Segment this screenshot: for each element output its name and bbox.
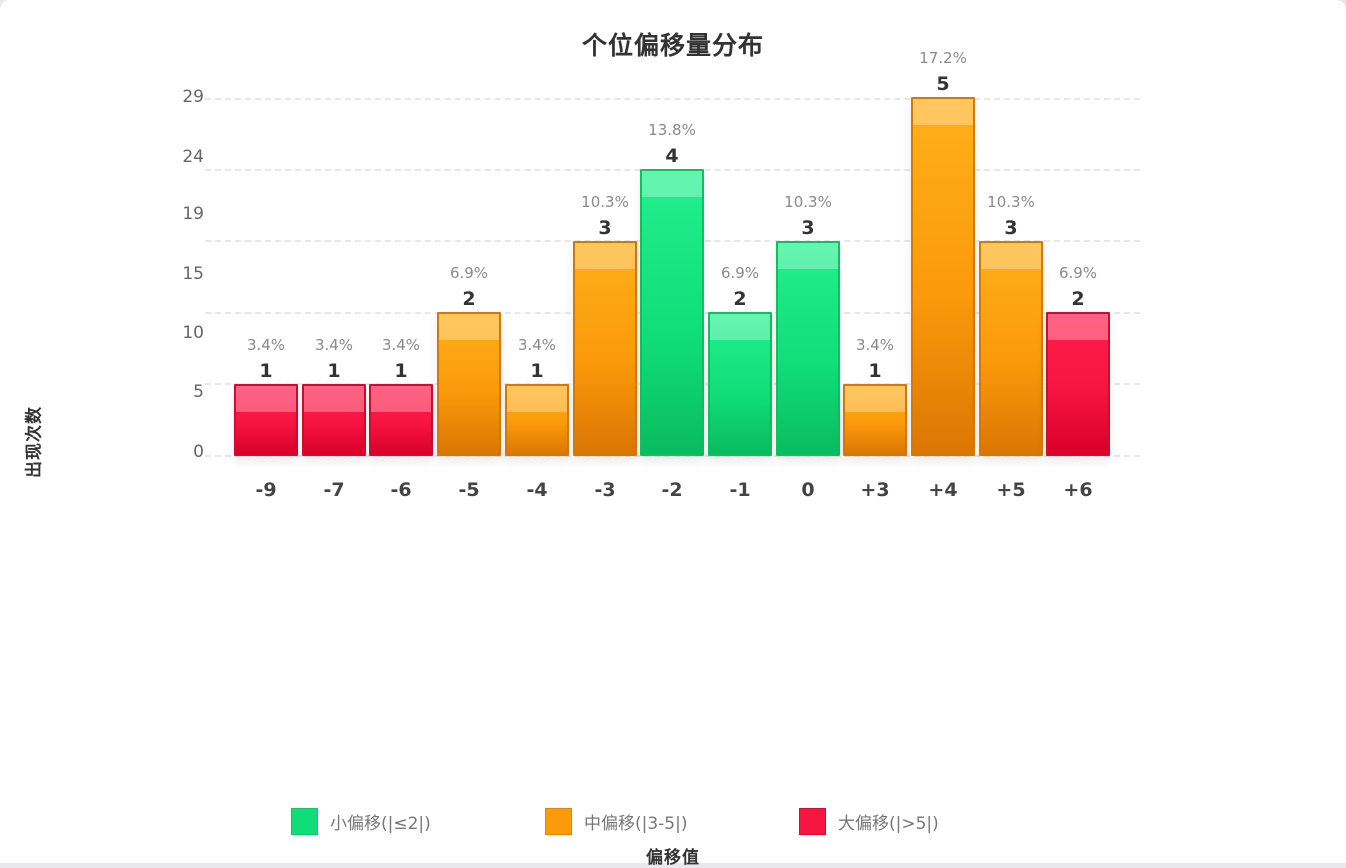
x-tick-label: -5 [458, 479, 480, 501]
x-tick-label: +3 [860, 479, 890, 501]
bar-percent-label: 6.9% [449, 264, 489, 282]
x-axis-title: 偏移值 [646, 848, 700, 868]
bar-count-label: 2 [733, 288, 747, 310]
bar-count-label: 1 [530, 360, 544, 382]
bar-percent-label: 10.3% [987, 193, 1035, 211]
bar-+4[interactable] [911, 97, 975, 456]
y-axis-title: 出现次数 [24, 406, 45, 478]
bar-count-label: 1 [868, 360, 882, 382]
bar-+6[interactable] [1046, 312, 1110, 456]
x-tick-label: -3 [594, 479, 616, 501]
x-tick-label: -6 [390, 479, 412, 501]
bar-count-label: 2 [462, 288, 476, 310]
legend-label: 大偏移(|>5|) [838, 813, 939, 834]
bar-highlight [778, 243, 838, 269]
bar-+5[interactable] [979, 241, 1043, 456]
bar-highlight [845, 386, 905, 412]
bar--1[interactable] [708, 312, 772, 456]
y-tick-label: 29 [182, 87, 204, 107]
bar--6[interactable] [369, 384, 433, 456]
bar-highlight [236, 386, 296, 412]
bar-highlight [913, 99, 973, 125]
legend-label: 小偏移(|≤2|) [330, 813, 431, 834]
legend-label: 中偏移(|3-5|) [584, 813, 688, 834]
bar-count-label: 3 [801, 217, 815, 239]
bar-percent-label: 6.9% [720, 264, 760, 282]
y-tick-label: 24 [182, 147, 204, 167]
x-tick-label: -1 [729, 479, 751, 501]
bar-highlight [1048, 314, 1108, 340]
y-tick-label: 15 [182, 264, 204, 284]
y-tick-label: 10 [182, 323, 204, 343]
bar-highlight [371, 386, 431, 412]
x-tick-label: +5 [996, 479, 1026, 501]
x-tick-label: -7 [323, 479, 345, 501]
bar-highlight [575, 243, 635, 269]
legend-swatch-orange [545, 807, 572, 835]
legend-item-large[interactable]: 大偏移(|>5|) [799, 806, 939, 836]
bar-count-label: 1 [327, 360, 341, 382]
bar-+3[interactable] [843, 384, 907, 456]
x-tick-label: -2 [661, 479, 683, 501]
chart-title: 个位偏移量分布 [581, 31, 764, 60]
bar-percent-label: 10.3% [581, 193, 629, 211]
bar-highlight [981, 243, 1041, 269]
bar-highlight [507, 386, 567, 412]
bar-percent-label: 3.4% [246, 336, 286, 354]
x-tick-label: +6 [1063, 479, 1093, 501]
bar-count-label: 3 [598, 217, 612, 239]
x-tick-label: +4 [928, 479, 958, 501]
y-tick-label: 0 [193, 442, 204, 462]
bar-percent-label: 6.9% [1058, 264, 1098, 282]
bar-percent-label: 3.4% [517, 336, 557, 354]
bar-percent-label: 17.2% [919, 49, 967, 67]
legend: 小偏移(|≤2|) 中偏移(|3-5|) 大偏移(|>5|) [0, 806, 1346, 836]
x-tick-label: -9 [255, 479, 277, 501]
y-tick-label: 5 [193, 382, 204, 402]
legend-swatch-green [291, 807, 318, 835]
x-tick-label: -4 [526, 479, 548, 501]
bar-count-label: 1 [394, 360, 408, 382]
legend-swatch-red [799, 807, 826, 835]
bar-percent-label: 3.4% [314, 336, 354, 354]
bar-0[interactable] [776, 241, 840, 456]
bar--7[interactable] [302, 384, 366, 456]
bar--3[interactable] [573, 241, 637, 456]
bar-count-label: 5 [936, 73, 950, 95]
bar--4[interactable] [505, 384, 569, 456]
bar-highlight [710, 314, 770, 340]
bar-count-label: 3 [1004, 217, 1018, 239]
gridline [205, 455, 1140, 457]
bar-highlight [304, 386, 364, 412]
legend-item-medium[interactable]: 中偏移(|3-5|) [545, 806, 688, 836]
legend-item-small[interactable]: 小偏移(|≤2|) [291, 806, 431, 836]
bar-percent-label: 3.4% [855, 336, 895, 354]
bar-count-label: 2 [1071, 288, 1085, 310]
bar-percent-label: 13.8% [648, 121, 696, 139]
y-tick-label: 19 [182, 204, 204, 224]
bar-highlight [439, 314, 499, 340]
gridline [205, 98, 1140, 100]
x-tick-label: 0 [801, 479, 815, 501]
bar-percent-label: 10.3% [784, 193, 832, 211]
bar--9[interactable] [234, 384, 298, 456]
bar--2[interactable] [640, 169, 704, 456]
bar-percent-label: 3.4% [381, 336, 421, 354]
bar-count-label: 4 [665, 145, 679, 167]
bar-count-label: 1 [259, 360, 273, 382]
bar-highlight [642, 171, 702, 197]
bar--5[interactable] [437, 312, 501, 456]
